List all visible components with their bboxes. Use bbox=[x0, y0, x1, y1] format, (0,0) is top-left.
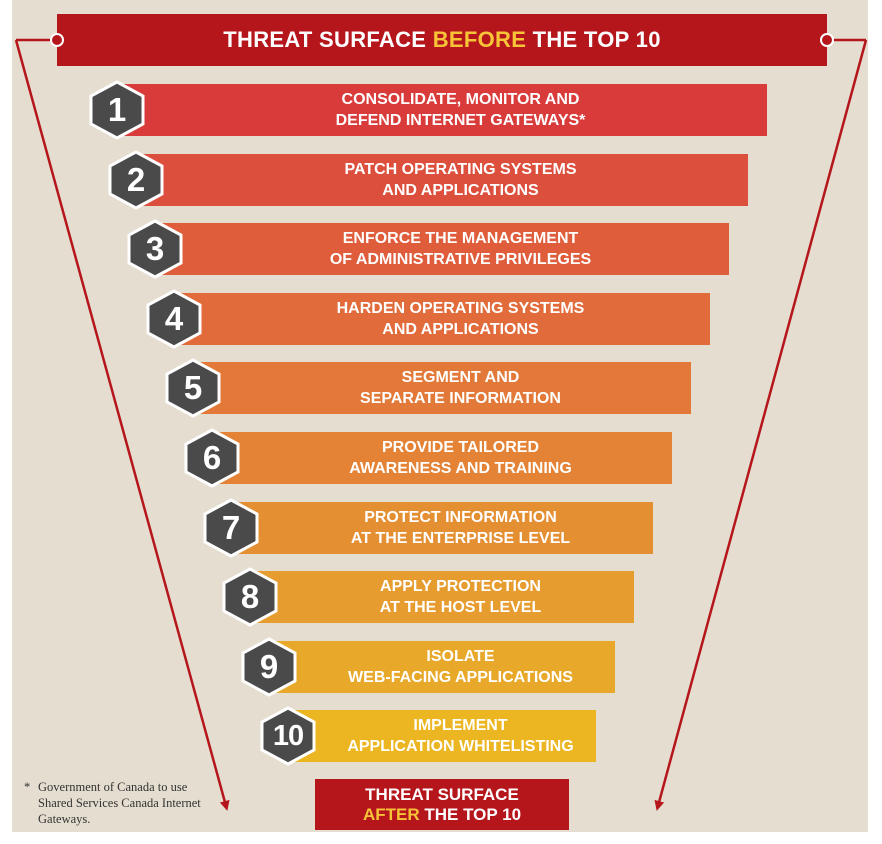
hexagon-icon bbox=[127, 219, 183, 279]
step-2-number-badge: 2 bbox=[107, 149, 165, 210]
arrow-down-right-icon bbox=[654, 33, 868, 811]
hexagon-icon bbox=[108, 149, 164, 210]
step-1-line-1: CONSOLIDATE, MONITOR AND bbox=[341, 91, 580, 108]
step-5-line-1: SEGMENT AND bbox=[401, 369, 520, 387]
step-8-number: 8 bbox=[240, 578, 260, 616]
step-9-number-badge: 9 bbox=[240, 637, 298, 697]
step-6-line-2: AWARENESS AND TRAINING bbox=[349, 460, 572, 477]
step-7-bar: PROTECT INFORMATION AT THE ENTERPRISE LEV… bbox=[238, 501, 653, 554]
after-line-1: THREAT SURFACE bbox=[365, 785, 519, 804]
step-8-line-1: APPLY PROTECTION bbox=[380, 578, 541, 596]
step-7-line-1: PROTECT INFORMATION bbox=[364, 508, 557, 526]
step-1-line-2: DEFEND INTERNET GATEWAYS* bbox=[335, 112, 586, 129]
step-10-line-2: APPLICATION WHITELISTING bbox=[347, 738, 574, 756]
step-9-line-1: ISOLATE bbox=[426, 647, 495, 665]
step-1-bar: CONSOLIDATE, MONITOR AND DEFEND INTERNET … bbox=[124, 84, 767, 136]
step-4-line-2: AND APPLICATIONS bbox=[382, 320, 539, 338]
hexagon-icon bbox=[146, 289, 202, 349]
threat-surface-after-banner: THREAT SURFACE AFTER THE TOP 10 bbox=[315, 779, 569, 830]
step-3-number-badge: 3 bbox=[126, 219, 184, 279]
footnote-text: Government of Canada to use Shared Servi… bbox=[38, 780, 201, 826]
step-3-number: 3 bbox=[145, 230, 165, 268]
step-4-line-1: HARDEN OPERATING SYSTEMS bbox=[336, 299, 585, 317]
step-4-bar: HARDEN OPERATING SYSTEMS AND APPLICATIONS bbox=[181, 292, 710, 345]
step-5-bar: SEGMENT AND SEPARATE INFORMATION bbox=[200, 362, 691, 415]
hexagon-icon bbox=[203, 497, 259, 558]
footnote: * Government of Canada to use Shared Ser… bbox=[24, 779, 224, 827]
step-2-number: 2 bbox=[126, 160, 146, 198]
step-3-line-2: OF ADMINISTRATIVE PRIVILEGES bbox=[329, 251, 592, 269]
step-10-line-1: IMPLEMENT bbox=[413, 717, 508, 735]
step-4-number: 4 bbox=[164, 299, 184, 337]
before-highlight: BEFORE bbox=[432, 27, 527, 52]
before-suffix: THE TOP 10 bbox=[526, 27, 661, 52]
step-10-bar: IMPLEMENT APPLICATION WHITELISTING bbox=[295, 710, 596, 763]
step-6-bar: PROVIDE TAILORED AWARENESS AND TRAINING bbox=[219, 432, 672, 484]
step-8-bar: APPLY PROTECTION AT THE HOST LEVEL bbox=[257, 571, 634, 624]
hexagon-icon bbox=[165, 358, 221, 419]
step-5-number-badge: 5 bbox=[164, 358, 222, 419]
step-3-line-1: ENFORCE THE MANAGEMENT bbox=[342, 230, 579, 248]
arrow-down-left-icon bbox=[14, 33, 230, 811]
step-2-line-1: PATCH OPERATING SYSTEMS bbox=[344, 160, 577, 178]
hexagon-icon bbox=[89, 80, 145, 140]
infographic-background bbox=[12, 0, 868, 832]
step-7-line-2: AT THE ENTERPRISE LEVEL bbox=[350, 529, 571, 547]
step-6-number: 6 bbox=[202, 439, 222, 476]
step-2-line-2: AND APPLICATIONS bbox=[382, 181, 539, 199]
after-suffix: THE TOP 10 bbox=[419, 805, 522, 824]
step-9-bar: ISOLATE WEB-FACING APPLICATIONS bbox=[276, 640, 615, 693]
hexagon-icon bbox=[241, 637, 297, 697]
step-9-line-2: WEB-FACING APPLICATIONS bbox=[348, 668, 573, 686]
step-6-number-badge: 6 bbox=[183, 428, 241, 488]
threat-surface-before-banner: THREAT SURFACE BEFORE THE TOP 10 bbox=[57, 14, 827, 66]
step-7-number: 7 bbox=[221, 508, 241, 546]
footnote-mark: * bbox=[24, 780, 31, 794]
step-8-line-2: AT THE HOST LEVEL bbox=[379, 599, 542, 617]
step-1-number: 1 bbox=[107, 91, 127, 128]
step-4-number-badge: 4 bbox=[145, 289, 203, 349]
after-highlight: AFTER bbox=[362, 805, 420, 824]
step-2-bar: PATCH OPERATING SYSTEMS AND APPLICATIONS bbox=[143, 153, 748, 206]
before-prefix: THREAT SURFACE bbox=[223, 27, 433, 52]
step-5-number: 5 bbox=[183, 369, 203, 407]
step-9-number: 9 bbox=[259, 647, 279, 685]
step-10-number: 10 bbox=[272, 720, 304, 753]
step-1-number-badge: 1 bbox=[88, 80, 146, 140]
step-6-line-1: PROVIDE TAILORED bbox=[381, 439, 540, 456]
step-7-number-badge: 7 bbox=[202, 497, 260, 558]
hexagon-icon bbox=[222, 567, 278, 627]
hexagon-icon bbox=[184, 428, 240, 488]
step-5-line-2: SEPARATE INFORMATION bbox=[360, 390, 561, 408]
hexagon-icon bbox=[260, 706, 316, 767]
step-8-number-badge: 8 bbox=[221, 567, 279, 627]
step-10-number-badge: 10 bbox=[259, 706, 317, 767]
step-3-bar: ENFORCE THE MANAGEMENT OF ADMINISTRATIVE … bbox=[162, 223, 729, 276]
